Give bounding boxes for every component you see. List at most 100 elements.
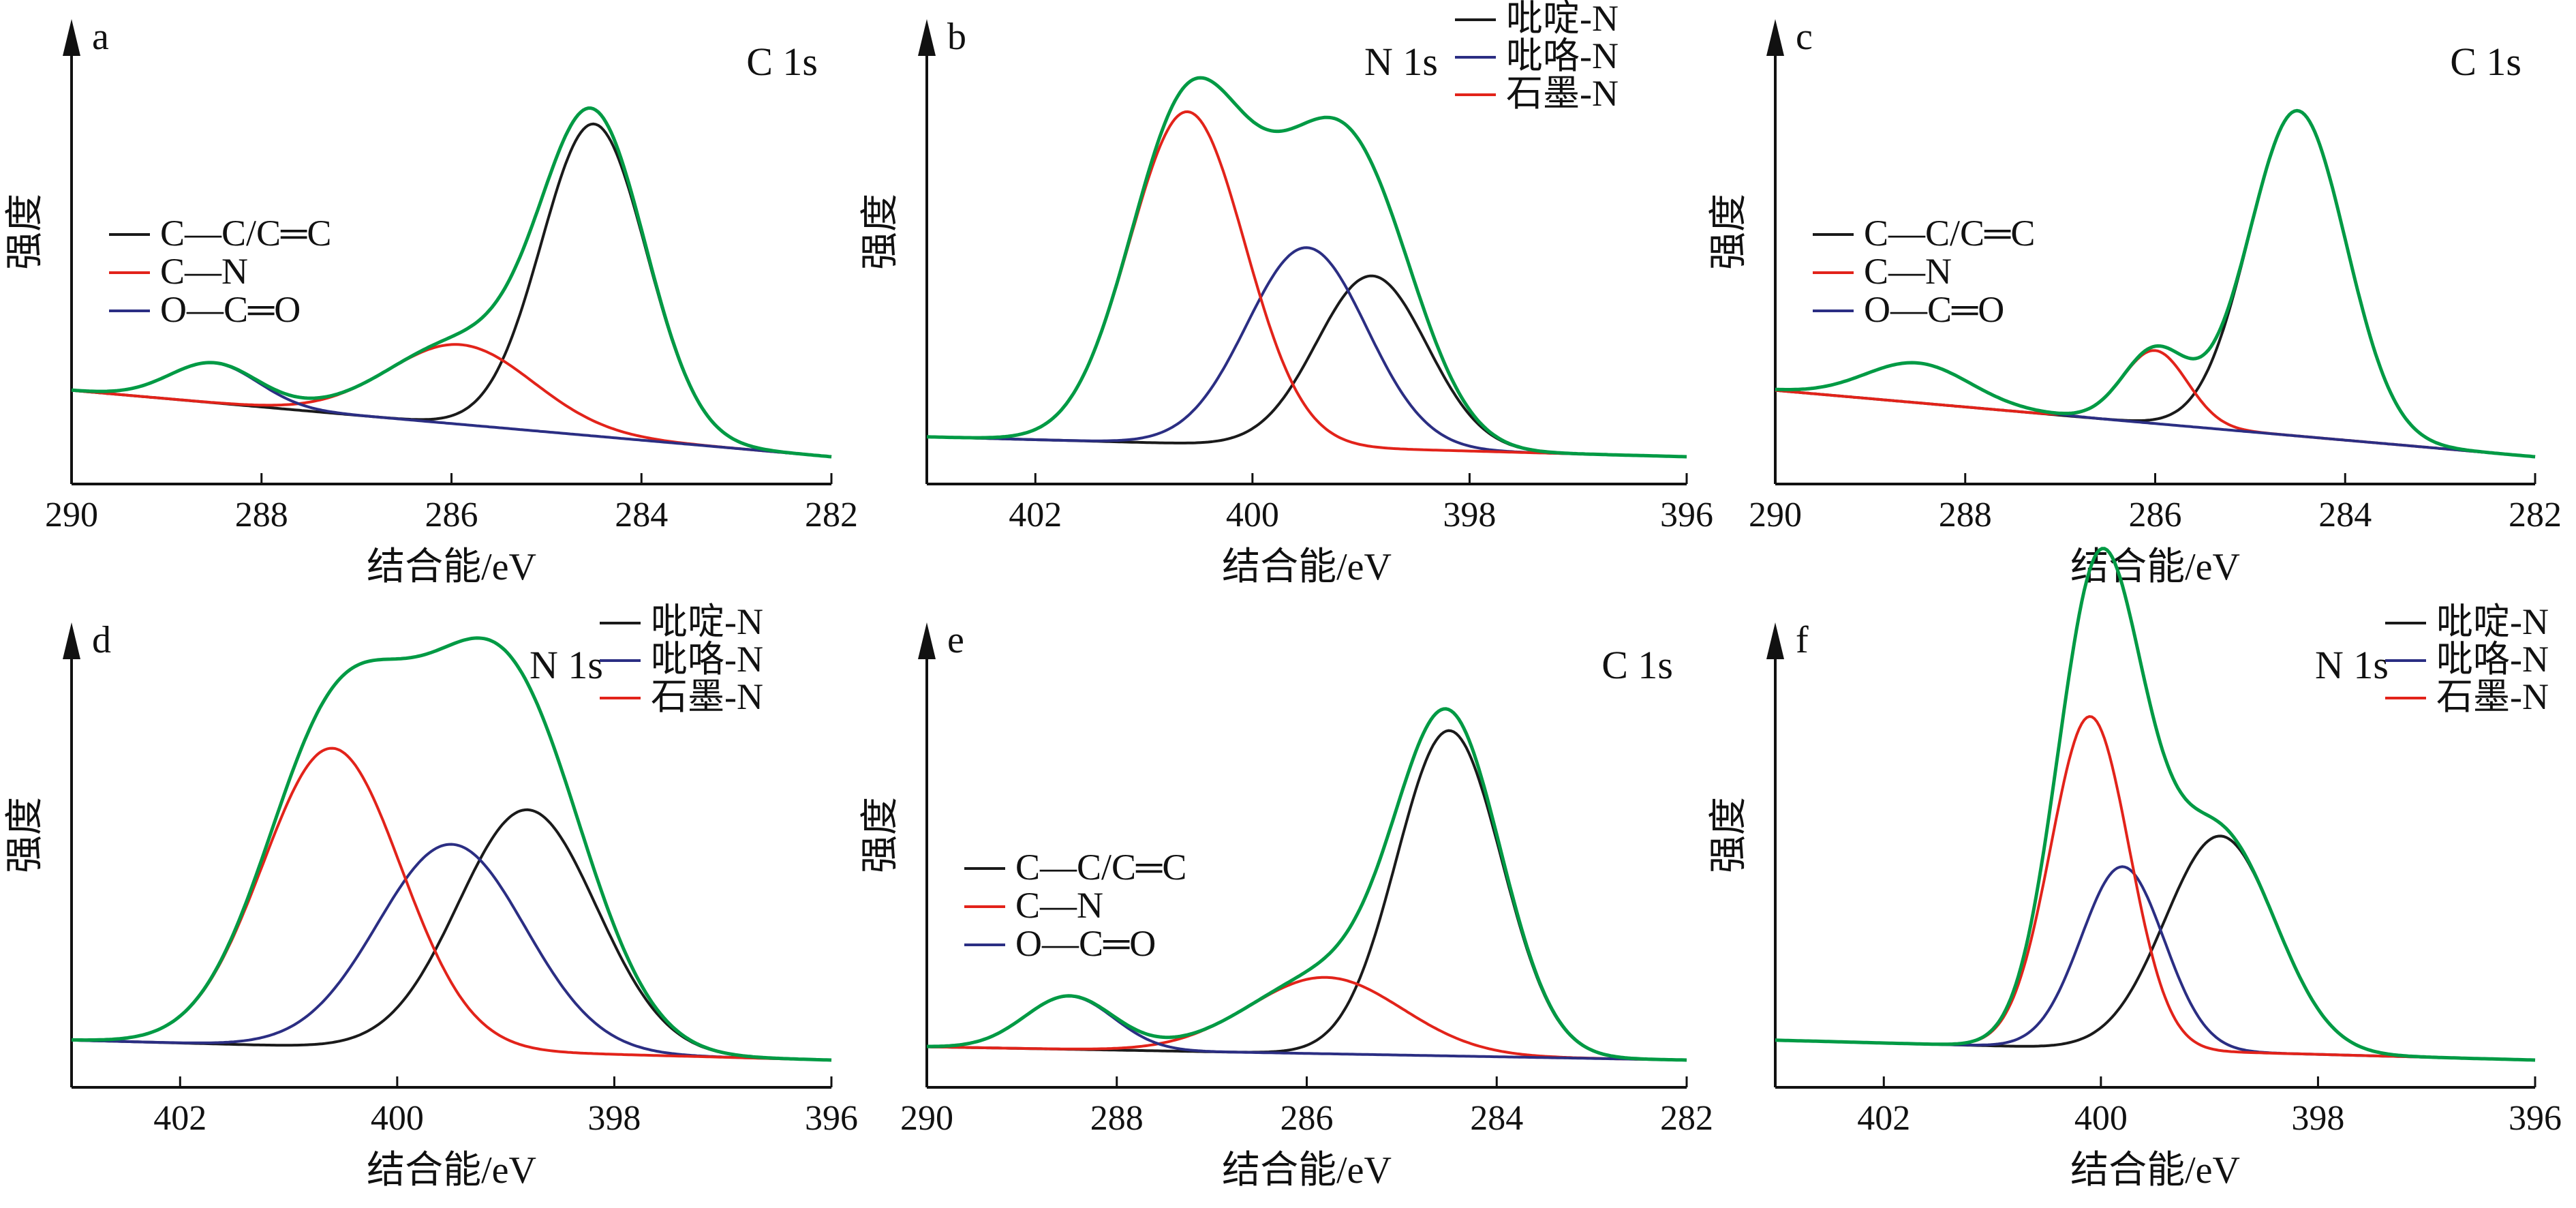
legend-item: O—C═O <box>109 289 301 330</box>
x-tick-label: 282 <box>1660 1099 1713 1138</box>
x-tick-label: 402 <box>153 1099 206 1138</box>
legend-label: C—N <box>1864 251 1952 292</box>
panel-a: 290 288 286 284 282 结合能/eV 强度 a C 1s C—C/C═CC—NO—… <box>4 16 858 588</box>
legend-item: C—N <box>109 251 248 292</box>
series-line-1 <box>71 343 832 458</box>
x-tick-label: 396 <box>1660 496 1713 534</box>
legend-label: 石墨-N <box>2436 676 2549 717</box>
x-tick-label: 400 <box>371 1099 424 1138</box>
legend-item: O—C═O <box>1813 289 2004 330</box>
x-tick-label: 288 <box>1090 1099 1144 1138</box>
series-line-2 <box>926 110 1687 458</box>
legend-item: C—C/C═C <box>1813 213 2035 254</box>
series-line-2 <box>71 361 832 458</box>
envelope-line <box>71 636 832 1062</box>
legend-item: O—C═O <box>964 923 1156 964</box>
legend: 吡啶-N吡咯-N石墨-N <box>600 601 763 717</box>
series-line-2 <box>1775 361 2536 458</box>
y-axis-label: 强度 <box>859 797 902 873</box>
legend-item: C—C/C═C <box>109 213 331 254</box>
legend-item: 石墨-N <box>1455 73 1619 114</box>
spectrum-title: N 1s <box>2315 643 2389 687</box>
y-axis-label: 强度 <box>4 797 46 873</box>
series-line-0 <box>1775 834 2536 1061</box>
envelope-line <box>926 76 1687 459</box>
x-tick-label: 282 <box>2509 496 2562 534</box>
legend-label: O—C═O <box>1015 923 1156 964</box>
panel-label: b <box>947 16 966 58</box>
x-axis-label: 结合能/eV <box>2070 1149 2240 1192</box>
legend-label: 吡咯-N <box>2436 639 2549 680</box>
spectrum-title: N 1s <box>1364 40 1438 84</box>
x-tick-label: 286 <box>2129 496 2182 534</box>
panel-b: 402 400 398 396 结合能/eV 强度 b N 1s 吡啶-N吡咯-N石墨-N <box>859 0 1713 588</box>
series-line-2 <box>1775 714 2536 1061</box>
panel-label: a <box>92 16 109 58</box>
x-tick-label: 284 <box>2318 496 2372 534</box>
legend-item: 吡啶-N <box>600 601 763 642</box>
x-axis-label: 结合能/eV <box>367 1149 536 1192</box>
x-tick-label: 398 <box>2291 1099 2344 1138</box>
x-tick-label: 286 <box>1281 1099 1334 1138</box>
legend-item: C—N <box>964 885 1103 926</box>
x-tick-label: 290 <box>900 1099 953 1138</box>
legend-item: C—N <box>1813 251 1952 292</box>
y-axis-arrow <box>918 19 936 56</box>
spectrum-title: N 1s <box>530 643 603 687</box>
x-tick-label: 286 <box>425 496 478 534</box>
series-line-0 <box>926 274 1687 458</box>
legend-item: 吡咯-N <box>1455 35 1619 76</box>
x-tick-label: 396 <box>805 1099 858 1138</box>
series-line-0 <box>71 808 832 1061</box>
x-tick-label: 402 <box>1009 496 1062 534</box>
legend-label: 吡啶-N <box>651 601 763 642</box>
legend-label: C—N <box>1015 885 1103 926</box>
envelope-line <box>1775 108 2536 459</box>
legend-label: 石墨-N <box>651 676 763 717</box>
x-tick-label: 288 <box>1939 496 1992 534</box>
legend-item: 石墨-N <box>600 676 763 717</box>
legend-label: C—C/C═C <box>1015 847 1186 888</box>
envelope-line <box>926 707 1687 1062</box>
legend-label: O—C═O <box>1864 289 2004 330</box>
legend: C—C/C═CC—NO—C═O <box>1813 213 2035 330</box>
series-line-1 <box>926 976 1687 1061</box>
legend-label: 吡啶-N <box>2436 601 2549 642</box>
legend-label: 石墨-N <box>1506 73 1619 114</box>
legend: C—C/C═CC—NO—C═O <box>964 847 1186 964</box>
y-axis-label: 强度 <box>1708 194 1750 270</box>
legend-label: C—C/C═C <box>1864 213 2035 254</box>
legend-item: C—C/C═C <box>964 847 1186 888</box>
legend-label: 吡咯-N <box>651 639 763 680</box>
y-axis-label: 强度 <box>4 194 46 270</box>
spectrum-title: C 1s <box>746 40 818 84</box>
y-axis-label: 强度 <box>859 194 902 270</box>
x-axis-label: 结合能/eV <box>1222 546 1392 588</box>
panel-label: d <box>92 619 111 661</box>
legend-label: 吡啶-N <box>1506 0 1619 39</box>
x-tick-label: 288 <box>235 496 288 534</box>
x-tick-label: 400 <box>2074 1099 2128 1138</box>
x-tick-label: 396 <box>2509 1099 2562 1138</box>
envelope-line <box>1775 547 2536 1062</box>
y-axis-arrow <box>63 622 80 659</box>
legend-item: 吡啶-N <box>1455 0 1619 39</box>
legend: C—C/C═CC—NO—C═O <box>109 213 331 330</box>
y-axis-arrow <box>1766 19 1784 56</box>
legend-label: C—N <box>160 251 248 292</box>
legend-item: 石墨-N <box>2385 676 2549 717</box>
legend-item: 吡咯-N <box>2385 639 2549 680</box>
legend: 吡啶-N吡咯-N石墨-N <box>2385 601 2549 717</box>
legend-label: 吡咯-N <box>1506 35 1619 76</box>
spectrum-title: C 1s <box>2450 40 2521 84</box>
x-tick-label: 398 <box>1443 496 1496 534</box>
legend-item: 吡啶-N <box>2385 601 2549 642</box>
legend-label: O—C═O <box>160 289 301 330</box>
x-tick-label: 398 <box>587 1099 641 1138</box>
panel-label: c <box>1796 16 1813 58</box>
x-axis-label: 结合能/eV <box>1222 1149 1392 1192</box>
